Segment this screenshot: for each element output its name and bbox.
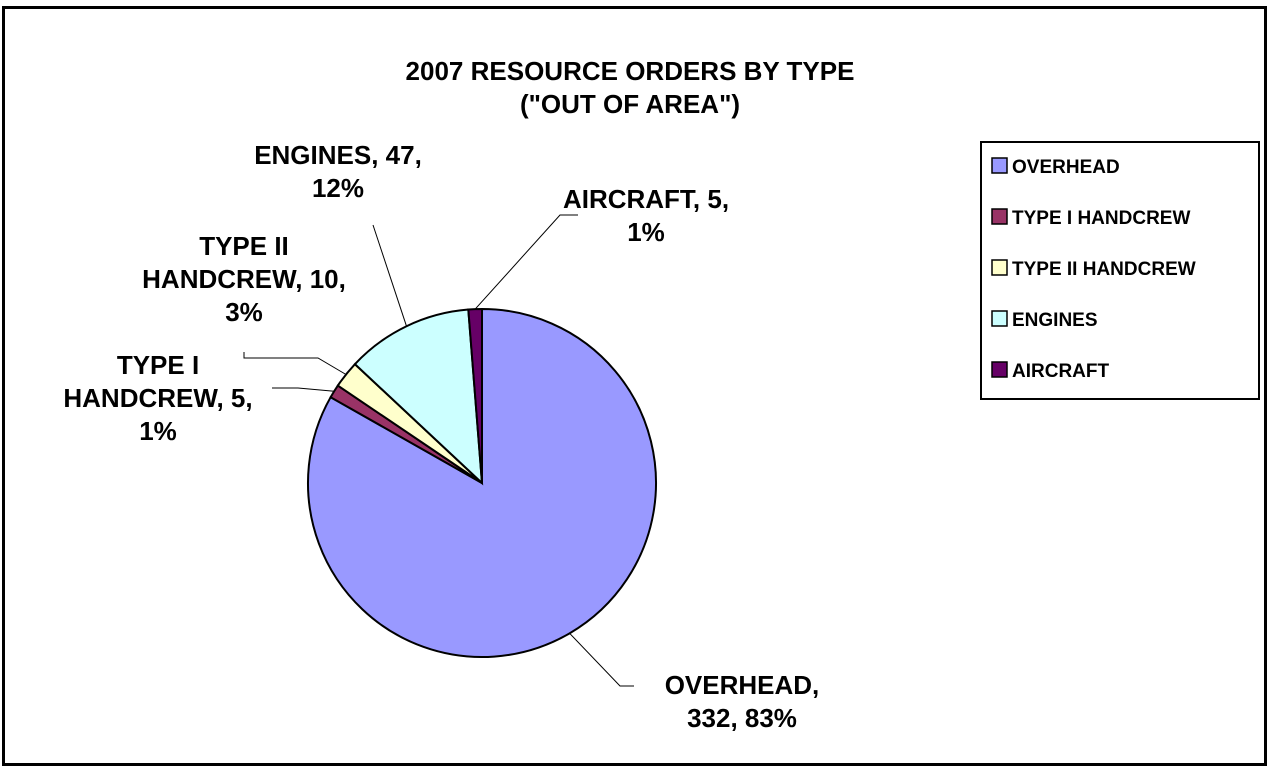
legend-swatch-engines — [991, 310, 1008, 327]
legend-swatch-overhead — [991, 157, 1008, 174]
pie-slice-aircraft — [467, 307, 483, 484]
leader-line-aircraft — [474, 214, 578, 310]
legend-swatch-aircraft — [991, 361, 1008, 378]
legend: OVERHEAD TYPE I HANDCREW TYPE II HANDCREW E… — [980, 141, 1260, 400]
data-label-engines-line-1: ENGINES, 47, — [254, 140, 422, 170]
legend-label-overhead: OVERHEAD — [1012, 157, 1120, 178]
data-label-type-i-handcrew-line-3: 1% — [139, 416, 177, 446]
legend-label-type-ii-handcrew: TYPE II HANDCREW — [1012, 259, 1196, 280]
data-label-engines-line-2: 12% — [312, 173, 364, 203]
leader-lines — [243, 214, 634, 687]
data-label-aircraft-line-1: AIRCRAFT, 5, — [563, 184, 729, 214]
data-label-type-i-handcrew-line-1: TYPE I — [117, 350, 199, 380]
chart-title-line-2: ("OUT OF AREA") — [520, 89, 740, 119]
data-label-type-ii-handcrew-line-3: 3% — [225, 297, 263, 327]
data-label-aircraft-line-2: 1% — [627, 217, 665, 247]
data-label-type-ii-handcrew-line-1: TYPE II — [199, 231, 289, 261]
leader-line-type-ii-handcrew — [243, 352, 347, 375]
leader-line-type-i-handcrew — [272, 387, 335, 392]
leader-line-engines — [372, 224, 407, 327]
data-label-overhead-line-2: 332, 83% — [687, 703, 797, 733]
pie-slices — [307, 307, 657, 658]
legend-box — [980, 141, 1260, 400]
chart-title-line-1: 2007 RESOURCE ORDERS BY TYPE — [406, 56, 855, 86]
pie-slice-engines — [353, 308, 484, 486]
legend-label-aircraft: AIRCRAFT — [1012, 361, 1109, 382]
legend-label-type-i-handcrew: TYPE I HANDCREW — [1012, 208, 1190, 229]
legend-label-engines: ENGINES — [1012, 310, 1098, 331]
data-label-overhead-line-1: OVERHEAD, — [665, 670, 820, 700]
leader-line-overhead — [569, 632, 634, 687]
data-label-type-ii-handcrew-line-2: HANDCREW, 10, — [142, 264, 346, 294]
legend-swatch-type-ii-handcrew — [991, 259, 1008, 276]
legend-swatch-type-i-handcrew — [991, 208, 1008, 225]
data-label-type-i-handcrew-line-2: HANDCREW, 5, — [63, 383, 252, 413]
chart-title: 2007 RESOURCE ORDERS BY TYPE ("OUT OF AR… — [406, 56, 855, 119]
